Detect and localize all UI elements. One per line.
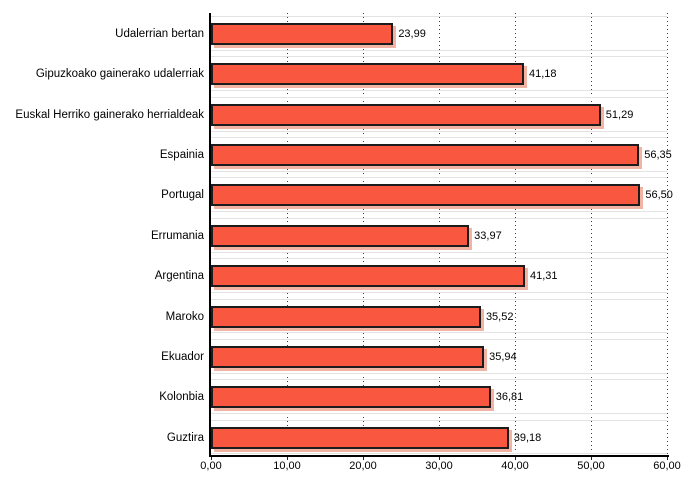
- row-guide-line: [211, 338, 667, 340]
- x-tick-label: 50,00: [577, 460, 605, 472]
- value-label: 23,99: [398, 28, 426, 40]
- vertical-gridline: [515, 13, 516, 455]
- bar: [211, 426, 509, 449]
- bar: [211, 144, 640, 167]
- row-guide-line: [211, 372, 667, 374]
- row-guide-line: [211, 170, 667, 172]
- value-label: 35,94: [489, 350, 517, 363]
- row-guide-line: [211, 298, 667, 300]
- x-tick-label: 40,00: [501, 460, 529, 472]
- x-axis-tick: [591, 457, 592, 460]
- value-label: 51,29: [605, 108, 634, 121]
- x-axis-tick: [667, 457, 668, 460]
- bar: [211, 23, 394, 45]
- bar: [211, 345, 485, 368]
- bar: [211, 103, 601, 126]
- chart-row: Kolonbia 36,81: [159, 376, 667, 416]
- x-axis-tick: [515, 457, 516, 460]
- chart-row: Errumania 33,97: [151, 215, 667, 255]
- value-label: 41,31: [529, 270, 558, 283]
- bar: [211, 305, 481, 328]
- bar: [211, 63, 524, 86]
- category-label: Euskal Herriko gainerako herrialdeak: [15, 108, 204, 121]
- bar: [211, 224, 470, 247]
- row-guide-line: [211, 332, 667, 334]
- x-tick-label: 30,00: [425, 460, 453, 472]
- chart-row: Argentina 41,31: [155, 255, 667, 295]
- row-guide-line: [211, 292, 667, 294]
- category-label: Espainia: [159, 149, 204, 162]
- row-guide-line: [211, 96, 667, 98]
- category-label: Gipuzkoako gainerako udalerriak: [35, 68, 204, 81]
- value-label: 41,18: [528, 68, 557, 81]
- row-guide-line: [211, 251, 667, 253]
- category-label: Argentina: [154, 270, 204, 283]
- x-tick-label: 0,00: [200, 460, 222, 472]
- vertical-gridline: [667, 13, 668, 455]
- plot-area: Udalerrian bertan 23,99 Gipuzkoako gainera…: [15, 13, 673, 457]
- chart-row: Euskal Herriko gainerako herrialdeak 51,2…: [15, 94, 667, 134]
- category-label: Errumania: [150, 229, 204, 242]
- category-label: Kolonbia: [159, 391, 204, 404]
- chart-row: Portugal 56,50: [161, 174, 673, 214]
- x-axis-tick-labels: 0,00 10,00 20,00 30,00 40,00 50,00 60,00: [200, 460, 680, 474]
- value-label: 56,35: [644, 149, 672, 162]
- x-axis-line: [209, 455, 669, 457]
- category-label: Maroko: [165, 310, 204, 323]
- bar: [211, 386, 491, 409]
- row-guide-line: [211, 130, 667, 132]
- value-label: 36,81: [495, 391, 524, 404]
- chart-row: Guztira 39,18: [167, 417, 667, 457]
- row-guide-line: [211, 137, 667, 139]
- chart-row: Udalerrian bertan 23,99: [115, 13, 667, 53]
- row-guide-line: [211, 379, 667, 381]
- row-guide-line: [211, 419, 667, 421]
- value-label: 35,52: [485, 310, 514, 323]
- row-guide-line: [211, 217, 667, 219]
- x-axis-tick: [439, 457, 440, 460]
- chart-row: Ekuador 35,94: [161, 336, 667, 376]
- row-guide-line: [211, 413, 667, 415]
- x-tick-label: 20,00: [349, 460, 377, 472]
- row-guide-line: [211, 90, 667, 92]
- category-label: Portugal: [161, 189, 204, 202]
- chart-row: Espainia 56,35: [160, 134, 672, 174]
- value-label: 33,97: [474, 229, 502, 242]
- category-label: Ekuador: [161, 350, 204, 363]
- y-axis-line: [209, 13, 211, 457]
- x-axis-tick: [211, 457, 212, 460]
- row-guide-line: [211, 56, 667, 58]
- vertical-gridline: [591, 13, 592, 455]
- row-guide-line: [211, 258, 667, 260]
- value-label: 39,18: [513, 431, 542, 444]
- bar: [211, 265, 525, 288]
- bar: [211, 184, 641, 207]
- row-guide-line: [211, 453, 667, 455]
- x-axis-tick: [363, 457, 364, 460]
- x-tick-label: 60,00: [653, 460, 681, 472]
- x-tick-label: 10,00: [273, 460, 301, 472]
- row-guide-line: [211, 49, 667, 51]
- chart-row: Maroko 35,52: [166, 296, 667, 336]
- row-guide-line: [211, 16, 667, 17]
- row-guide-line: [211, 211, 667, 213]
- category-label: Guztira: [166, 431, 204, 444]
- category-label: Udalerrian bertan: [115, 28, 204, 40]
- row-guide-line: [211, 177, 667, 179]
- value-label: 56,50: [645, 189, 673, 202]
- chart-row: Gipuzkoako gainerako udalerriak 41,18: [36, 53, 667, 93]
- x-axis-tick: [287, 457, 288, 460]
